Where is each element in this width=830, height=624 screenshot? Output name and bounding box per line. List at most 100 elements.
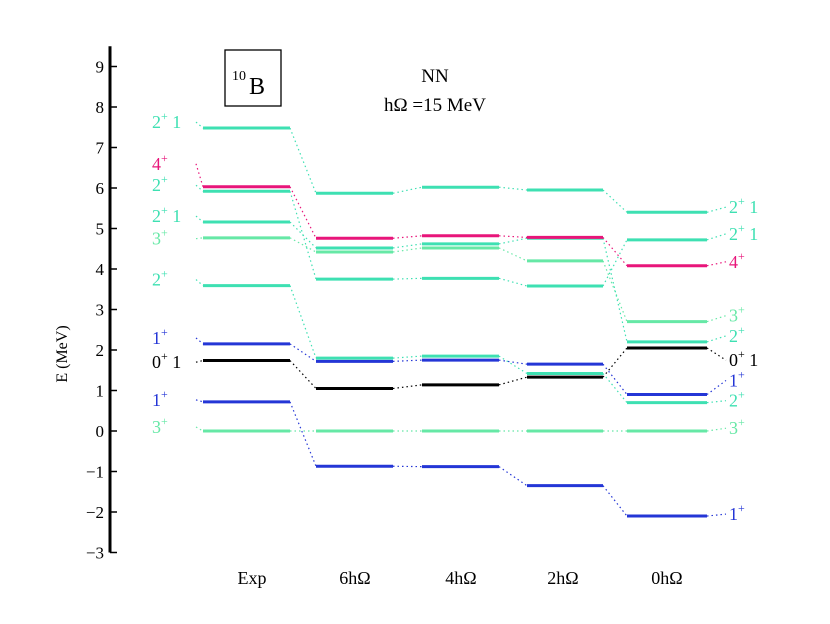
level-connector [498, 355, 528, 374]
label-leader [706, 379, 727, 396]
level-connector [602, 363, 628, 395]
parity-sup: + [738, 194, 745, 208]
state-label-right: 4+ [729, 249, 745, 272]
y-tick-label: 2 [96, 341, 105, 360]
label-leader [706, 315, 727, 323]
label-leader [706, 427, 727, 432]
level-connector [602, 189, 628, 213]
nucleus-symbol: B [249, 74, 265, 100]
level-connector [289, 127, 317, 194]
oscillator-energy-label: hΩ =15 MeV [384, 95, 486, 116]
level-connector [392, 186, 423, 194]
y-tick-label: 0 [96, 422, 105, 441]
label-leader [195, 279, 204, 287]
state-label-left: 0+ 1 [152, 349, 181, 372]
spin-value: 2 [729, 197, 738, 217]
isospin-value: 1 [168, 206, 182, 226]
state-label-left: 2+ 1 [152, 109, 181, 132]
parity-sup: + [161, 387, 168, 401]
state-label-right: 3+ [729, 415, 745, 438]
column-label: 0hΩ [651, 568, 682, 588]
state-label-right: 2+ [729, 388, 745, 411]
isospin-value: 1 [745, 197, 759, 217]
y-tick-label: 5 [96, 220, 105, 239]
level-connector [392, 235, 423, 239]
state-label-right: 2+ 1 [729, 194, 758, 217]
parity-sup: + [161, 109, 168, 123]
label-leader [195, 215, 204, 223]
level-connector [498, 235, 528, 239]
energy-levels [203, 126, 707, 518]
level-connector [498, 277, 528, 287]
label-leader [195, 399, 204, 403]
isospin-value: 1 [168, 112, 182, 132]
level-connector [602, 347, 628, 378]
y-tick-label: −2 [86, 503, 104, 522]
parity-sup: + [161, 267, 168, 281]
state-label-left: 3+ [152, 226, 168, 249]
level-connector [289, 191, 317, 280]
level-connector [392, 359, 423, 362]
state-label-right: 2+ 1 [729, 221, 758, 244]
level-connector [289, 360, 317, 389]
level-connector [289, 285, 317, 359]
spin-value: 2 [152, 112, 161, 132]
connector-lines [195, 121, 727, 517]
level-connector [602, 237, 628, 267]
isospin-value: 1 [168, 352, 182, 372]
spin-value: 4 [152, 154, 161, 174]
y-tick-label: 3 [96, 301, 105, 320]
spin-value: 2 [152, 206, 161, 226]
level-connector [498, 466, 528, 487]
nucleus-box-frame [224, 49, 282, 107]
level-connector [392, 247, 423, 253]
label-leader [195, 426, 204, 432]
column-label: 6hΩ [339, 568, 370, 588]
level-connector [498, 247, 528, 262]
level-connector [289, 401, 317, 467]
spin-value: 1 [729, 504, 738, 524]
spin-value: 4 [729, 252, 738, 272]
level-connector [289, 343, 317, 362]
level-connector [392, 355, 423, 359]
y-tick-label: 8 [96, 98, 105, 117]
level-connector [289, 237, 317, 253]
state-label-right: 3+ [729, 303, 745, 326]
y-tick-label: 9 [96, 58, 105, 77]
level-connector [602, 239, 628, 287]
level-connector [392, 243, 423, 249]
parity-sup: + [161, 203, 168, 217]
column-label: 2hΩ [547, 568, 578, 588]
parity-sup: + [738, 221, 745, 235]
interaction-label: NN [421, 66, 449, 87]
y-tick-label: 6 [96, 179, 105, 198]
label-leader [195, 237, 204, 240]
nucleus-box: 10 B [224, 49, 282, 107]
spin-value: 3 [729, 306, 738, 326]
level-connector [602, 373, 628, 404]
spin-value: 1 [152, 390, 161, 410]
parity-sup: + [161, 325, 168, 339]
state-label-right: 1+ [729, 501, 745, 524]
spin-value: 2 [152, 175, 161, 195]
parity-sup: + [161, 226, 168, 240]
label-leader [706, 261, 727, 267]
y-tick-label: −3 [86, 544, 104, 563]
label-leader [195, 359, 204, 363]
level-connector [602, 485, 628, 517]
level-connector [392, 384, 423, 390]
nucleus-mass: 10 [232, 69, 246, 84]
column-label: 4hΩ [445, 568, 476, 588]
spin-value: 3 [729, 418, 738, 438]
spin-value: 1 [152, 328, 161, 348]
spin-value: 2 [729, 391, 738, 411]
state-label-left: 1+ [152, 325, 168, 348]
level-connector [289, 186, 317, 239]
parity-sup: + [161, 151, 168, 165]
spin-value: 0 [729, 350, 738, 370]
parity-sup: + [738, 347, 745, 361]
parity-sup: + [738, 249, 745, 263]
spin-value: 2 [729, 224, 738, 244]
